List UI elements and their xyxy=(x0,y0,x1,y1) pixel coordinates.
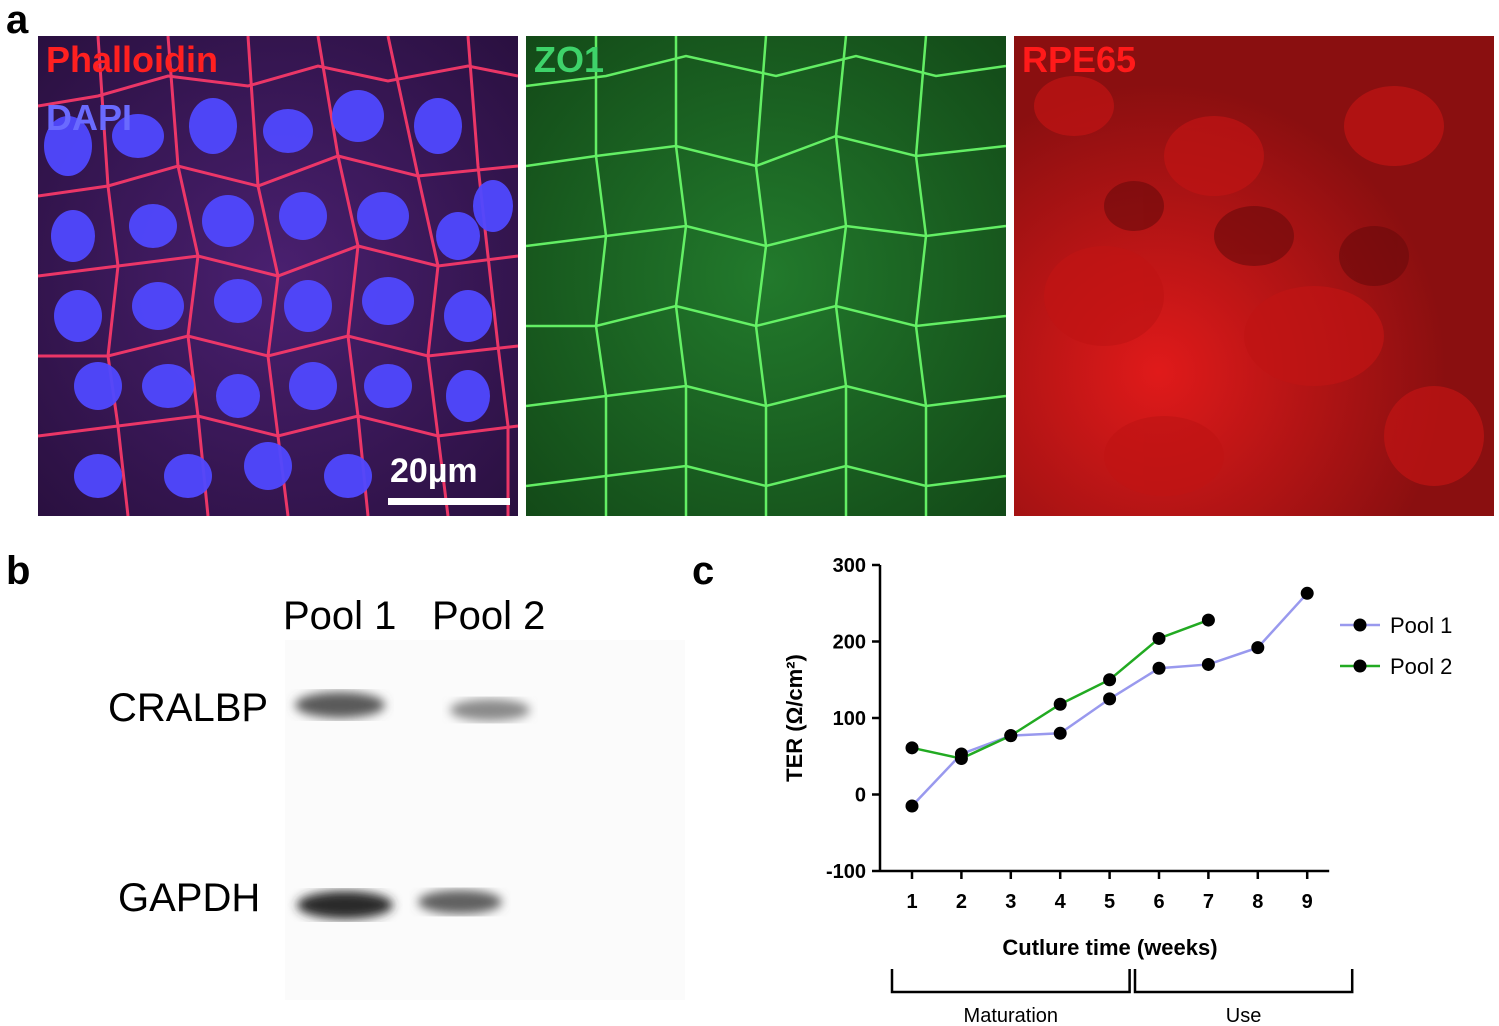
stain-label-rpe65: RPE65 xyxy=(1022,39,1137,80)
x-tick-label: 9 xyxy=(1302,891,1313,913)
phase-label: Maturation xyxy=(964,1005,1059,1026)
stain-label-phalloidin: Phalloidin xyxy=(46,39,219,80)
x-tick-label: 5 xyxy=(1104,891,1115,913)
data-point-series-2 xyxy=(1053,697,1067,711)
scalebar xyxy=(388,498,510,505)
band-gapdh-pool2 xyxy=(418,890,502,914)
panel-letter-b: b xyxy=(6,549,31,593)
x-tick-label: 6 xyxy=(1153,891,1164,913)
y-tick-label: 200 xyxy=(833,632,866,654)
data-point-series-2 xyxy=(1152,631,1166,645)
micrograph-zo1: ZO1 xyxy=(526,36,1006,516)
data-point-series-2 xyxy=(1201,613,1215,627)
data-point-series-1 xyxy=(905,799,919,813)
lane-label-pool1: Pool 1 xyxy=(283,594,397,638)
band-gapdh-pool1 xyxy=(297,891,393,919)
x-tick-label: 8 xyxy=(1252,891,1263,913)
y-tick-label: 300 xyxy=(833,555,866,577)
data-point-series-1 xyxy=(1053,726,1067,740)
data-point-series-2 xyxy=(954,752,968,766)
y-axis-title: TER (Ω/cm²) xyxy=(782,654,807,782)
scalebar-label: 20µm xyxy=(390,452,478,490)
y-tick-label: 100 xyxy=(833,708,866,730)
ter-line-chart: -100 0 100 200 300 1 2 3 4 5 6 7 8 9 Pool 1 Pool 2 Mat… xyxy=(782,555,1452,1026)
band-label-cralbp: CRALBP xyxy=(108,686,269,730)
data-point-series-1 xyxy=(1300,586,1314,600)
legend-label: Pool 2 xyxy=(1390,654,1452,679)
legend-label: Pool 1 xyxy=(1390,613,1452,638)
data-point-series-1 xyxy=(1251,641,1265,655)
phase-label: Use xyxy=(1226,1005,1262,1026)
x-tick-label: 2 xyxy=(956,891,967,913)
data-point-series-1 xyxy=(1152,661,1166,675)
data-point-series-1 xyxy=(1103,692,1117,706)
data-point-series-2 xyxy=(1004,729,1018,743)
micrograph-rpe65: RPE65 xyxy=(1014,36,1494,516)
stain-label-zo1: ZO1 xyxy=(534,39,605,80)
panel-letter-c: c xyxy=(692,549,715,593)
x-axis-title: Cutlure time (weeks) xyxy=(1002,935,1217,960)
x-tick-label: 4 xyxy=(1055,891,1067,913)
x-tick-label: 1 xyxy=(906,891,917,913)
legend-swatch-marker xyxy=(1353,618,1367,632)
lane-label-pool2: Pool 2 xyxy=(432,594,546,638)
data-point-series-2 xyxy=(905,741,919,755)
legend-swatch-marker xyxy=(1353,659,1367,673)
data-point-series-2 xyxy=(1103,673,1117,687)
data-point-series-1 xyxy=(1201,657,1215,671)
band-label-gapdh: GAPDH xyxy=(118,876,261,920)
micrograph-phalloidin-dapi: Phalloidin DAPI 20µm xyxy=(38,36,518,516)
band-cralbp-pool2 xyxy=(450,699,530,721)
y-tick-label: -100 xyxy=(826,861,866,883)
stain-label-dapi: DAPI xyxy=(46,97,133,138)
phase-bracket xyxy=(890,969,1131,994)
western-blot xyxy=(285,640,685,1000)
x-tick-label: 7 xyxy=(1203,891,1214,913)
y-tick-label: 0 xyxy=(855,785,866,807)
x-tick-label: 3 xyxy=(1005,891,1016,913)
band-cralbp-pool1 xyxy=(295,692,385,718)
panel-letter-a: a xyxy=(6,0,29,42)
phase-bracket xyxy=(1133,969,1354,994)
